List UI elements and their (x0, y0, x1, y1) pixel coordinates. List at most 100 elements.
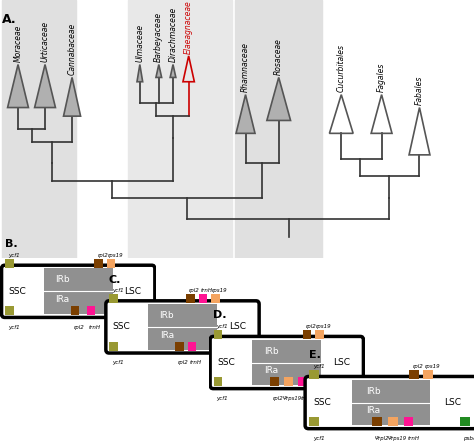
Text: B.: B. (5, 239, 18, 249)
Text: rpl2: rpl2 (306, 324, 317, 329)
Bar (309, 417, 319, 426)
Bar (188, 342, 196, 351)
Text: rpl2: rpl2 (178, 360, 189, 365)
Bar (309, 370, 319, 379)
Text: LSC: LSC (333, 358, 350, 367)
Text: IRa: IRa (160, 331, 174, 340)
Text: rpl2: rpl2 (413, 364, 424, 369)
Bar (71, 306, 80, 315)
Text: Moraceae: Moraceae (14, 25, 22, 62)
Text: IRb: IRb (264, 347, 278, 356)
Bar (5, 306, 14, 315)
Text: psbA: psbA (141, 325, 155, 330)
Text: LSC: LSC (125, 287, 141, 296)
FancyBboxPatch shape (106, 301, 259, 353)
Text: A.: A. (2, 13, 17, 26)
Bar (214, 377, 222, 386)
Text: trnH: trnH (190, 360, 202, 365)
Text: IRb: IRb (160, 311, 174, 320)
Text: rps19: rps19 (425, 364, 440, 369)
Text: rps19: rps19 (212, 288, 228, 294)
Bar (109, 294, 118, 303)
Text: trnH: trnH (301, 396, 313, 401)
Text: Ψrps19: Ψrps19 (388, 436, 407, 441)
Text: psbA: psbA (463, 436, 474, 441)
Bar (303, 330, 311, 339)
Bar (315, 330, 324, 339)
Text: IRb: IRb (366, 387, 381, 396)
Bar (409, 370, 419, 379)
Text: rpl2: rpl2 (97, 253, 108, 258)
Text: LSC: LSC (444, 398, 461, 407)
Bar (5, 259, 14, 267)
Text: rpl2: rpl2 (74, 325, 85, 330)
Text: ycf1: ycf1 (112, 288, 124, 294)
Text: C.: C. (109, 275, 121, 285)
Bar (109, 342, 118, 351)
Bar (372, 417, 382, 426)
Bar (460, 417, 470, 426)
Bar (284, 377, 293, 386)
Polygon shape (35, 65, 55, 108)
Text: rpl2: rpl2 (189, 288, 200, 294)
Text: ycf1: ycf1 (313, 364, 324, 369)
Polygon shape (156, 65, 162, 77)
Text: IRa: IRa (366, 406, 381, 415)
Bar (86, 306, 95, 315)
Text: trnH: trnH (89, 325, 101, 330)
Text: Urticaceae: Urticaceae (41, 21, 49, 62)
Text: IRb: IRb (55, 275, 70, 284)
Bar (148, 304, 217, 350)
Text: ycf1: ycf1 (216, 396, 228, 401)
Polygon shape (267, 77, 291, 121)
Text: Barbeyaceae: Barbeyaceae (155, 12, 163, 62)
Text: rps19: rps19 (108, 253, 123, 258)
Text: trnH: trnH (407, 436, 419, 441)
Bar (404, 417, 413, 426)
Text: Cannabaceae: Cannabaceae (68, 23, 76, 75)
Text: ycf1: ycf1 (112, 360, 124, 365)
Polygon shape (170, 65, 176, 77)
Text: IRa: IRa (55, 295, 70, 304)
FancyBboxPatch shape (1, 265, 155, 317)
Text: trnH: trnH (201, 288, 213, 294)
Bar (252, 340, 321, 385)
Bar (186, 294, 195, 303)
Bar (94, 259, 103, 267)
Text: D.: D. (213, 310, 227, 320)
Text: Ψrpl2: Ψrpl2 (374, 436, 389, 441)
Text: Fabales: Fabales (415, 76, 424, 105)
Text: SSC: SSC (113, 323, 130, 332)
Bar (348, 377, 357, 386)
Bar (2, 0, 76, 258)
Polygon shape (236, 95, 255, 134)
Text: Rhamnaceae: Rhamnaceae (241, 42, 250, 93)
Text: rpl2: rpl2 (273, 396, 284, 401)
Bar (235, 0, 322, 258)
Bar (140, 306, 148, 315)
Text: psbA: psbA (246, 360, 259, 365)
Text: psbA: psbA (350, 396, 364, 401)
Bar (107, 259, 116, 267)
Polygon shape (64, 77, 81, 116)
Bar (298, 377, 307, 386)
FancyBboxPatch shape (210, 336, 364, 388)
FancyBboxPatch shape (305, 376, 474, 429)
Bar (128, 0, 232, 258)
Text: Cucurbitales: Cucurbitales (337, 44, 346, 93)
Bar (270, 377, 279, 386)
Bar (211, 294, 220, 303)
Text: ycf1: ycf1 (8, 325, 19, 330)
Text: LSC: LSC (229, 323, 246, 332)
Text: Ulmaceae: Ulmaceae (136, 24, 144, 62)
Text: SSC: SSC (9, 287, 26, 296)
Bar (44, 268, 113, 314)
Text: SSC: SSC (314, 398, 331, 407)
Text: Elaeagnaceae: Elaeagnaceae (184, 0, 193, 54)
Text: Fagales: Fagales (377, 63, 386, 93)
Text: ycf1: ycf1 (8, 253, 19, 258)
Bar (175, 342, 184, 351)
Bar (199, 294, 207, 303)
Text: Rosaceae: Rosaceae (274, 38, 283, 75)
Text: Dirachmaceae: Dirachmaceae (169, 7, 177, 62)
